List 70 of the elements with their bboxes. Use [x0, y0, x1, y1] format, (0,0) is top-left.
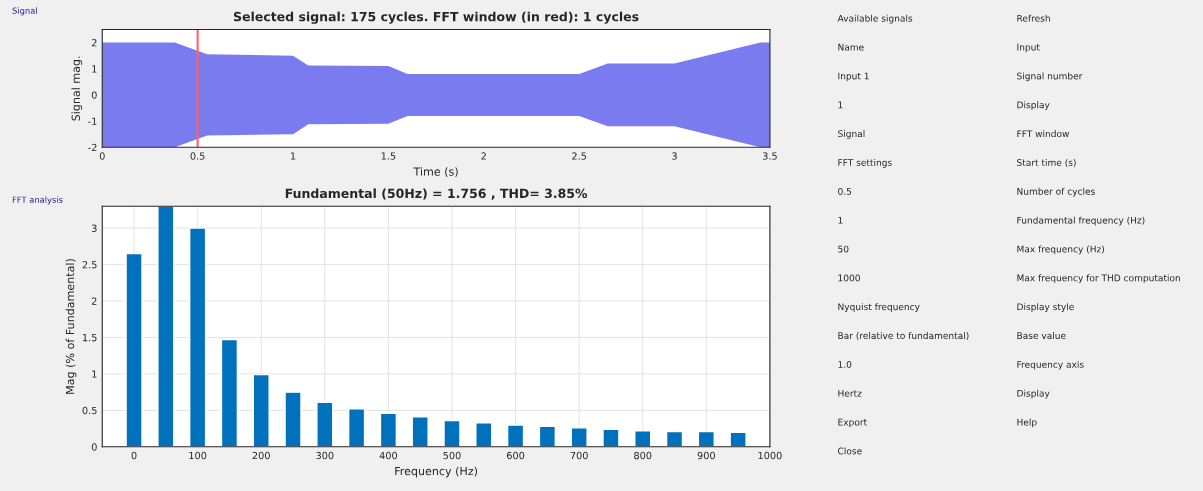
text: Name [838, 43, 864, 51]
y-tick-label: 3 [91, 224, 97, 232]
x-tick-label: 500 [443, 451, 461, 460]
y-tick-label: 1 [92, 370, 97, 378]
x-axis-title: Frequency (Hz) [395, 466, 478, 478]
text: Frequency axis [1017, 360, 1084, 370]
text: Available signals [837, 14, 913, 24]
x-tick-label: 900 [697, 451, 715, 460]
text: Input 1 [838, 72, 869, 82]
text: Close [838, 447, 862, 455]
text: 50 [838, 245, 849, 253]
y-tick-label: 0 [91, 91, 97, 99]
y-tick-label: 1.5 [83, 334, 97, 342]
text: 0.5 [838, 187, 852, 195]
y-axis-title: Mag (% of Fundamental) [65, 259, 77, 394]
text: Export [838, 418, 867, 428]
chart-title: Fundamental (50Hz) = 1.756 , THD= 3.85% [285, 188, 588, 200]
y-tick-label: -1 [88, 117, 97, 125]
x-tick-label: 2 [481, 152, 486, 160]
x-tick-label: 0 [131, 451, 137, 460]
x-tick-label: 100 [189, 451, 207, 460]
text: Signal number [1017, 72, 1083, 82]
x-tick-label: 600 [506, 451, 525, 460]
text: Bar (relative to fundamental) [838, 332, 969, 341]
text: Help [1017, 418, 1037, 428]
x-tick-label: 2.5 [572, 152, 587, 160]
text: Refresh [1017, 14, 1050, 22]
text: Input [1017, 43, 1040, 53]
text: FFT settings [838, 158, 892, 168]
y-tick-label: 2 [91, 39, 97, 47]
text: Base value [1017, 332, 1066, 340]
text: 1000 [838, 274, 860, 282]
text: Nyquist frequency [838, 303, 920, 312]
y-tick-label: 0.5 [82, 406, 97, 415]
text: Max frequency (Hz) [1017, 245, 1105, 255]
x-tick-label: 1000 [758, 451, 782, 460]
text: Display [1017, 389, 1050, 399]
x-tick-label: 3 [672, 152, 677, 160]
text: Number of cycles [1017, 187, 1095, 197]
x-tick-label: 1 [290, 152, 296, 160]
text: 1 [838, 101, 843, 109]
text: Max frequency for THD computation [1017, 274, 1180, 284]
text: FFT analysis [12, 196, 63, 205]
y-tick-label: 2 [91, 297, 97, 305]
text: Fundamental frequency (Hz) [1017, 216, 1145, 226]
y-tick-label: 2.5 [82, 261, 97, 269]
text: Signal [838, 130, 865, 139]
y-tick-label: 1 [92, 65, 97, 73]
x-tick-label: 1.5 [381, 152, 396, 160]
x-tick-label: 800 [634, 451, 652, 460]
text: Start time (s) [1017, 158, 1076, 168]
y-tick-label: 0 [91, 443, 97, 451]
x-tick-label: 200 [252, 451, 270, 460]
text: Hertz [838, 390, 862, 397]
x-tick-label: 3.5 [762, 152, 777, 160]
text: Signal [12, 7, 37, 16]
text: FFT window [1017, 130, 1070, 138]
x-tick-label: 0 [99, 152, 105, 160]
x-tick-label: 300 [316, 451, 334, 460]
y-tick-label: -2 [88, 143, 97, 151]
y-axis-title: Signal mag. [71, 56, 83, 121]
text: Display style [1017, 303, 1074, 312]
x-tick-label: 0.5 [190, 152, 205, 160]
x-axis-title: Time (s) [413, 167, 458, 178]
x-tick-label: 700 [570, 451, 588, 460]
text: Display [1017, 101, 1050, 111]
text: 1 [838, 216, 843, 224]
text: 1.0 [838, 361, 852, 368]
chart-title: Selected signal: 175 cycles. FFT window (in red): 1 cycles [233, 11, 639, 24]
x-tick-label: 400 [379, 451, 398, 460]
